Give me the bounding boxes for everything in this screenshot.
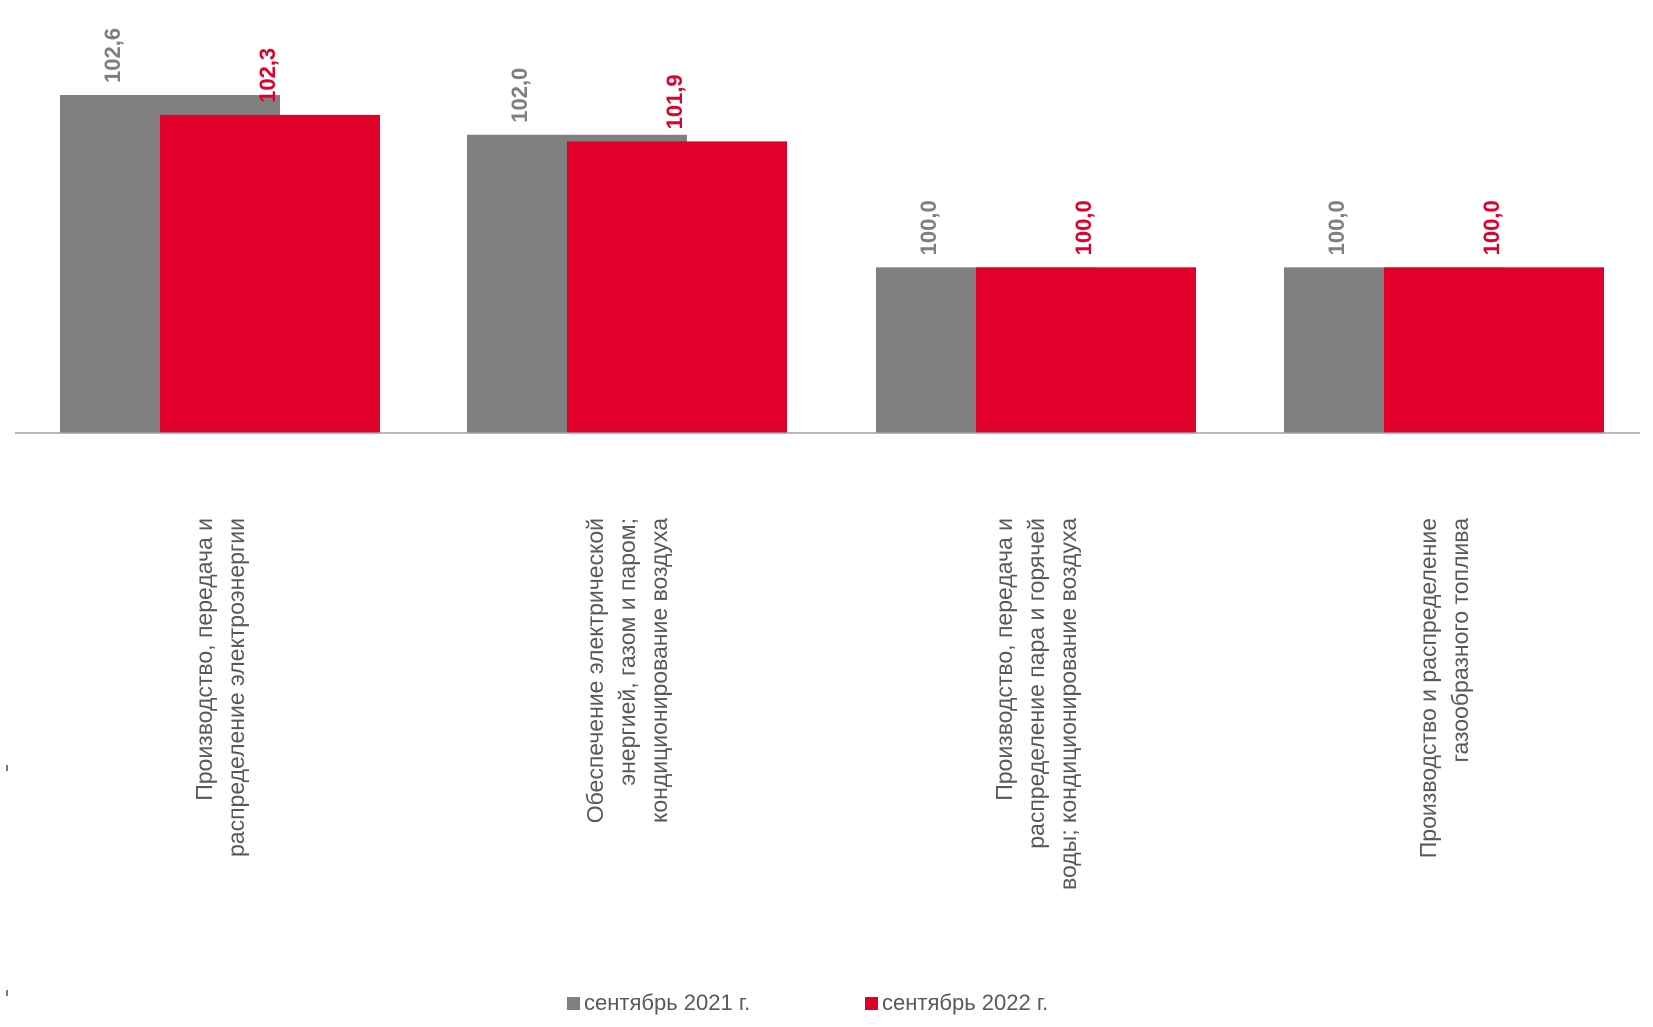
legend-label-2021: сентябрь 2021 г. [584,990,751,1015]
value-label-2022-cat-4: 100,0 [1479,200,1504,255]
category-label-2-line-2: энергией, газом и паром; [614,518,640,786]
category-label-4-line-1: Производство и распределение [1415,518,1441,858]
category-label-4-line-2: газообразного топлива [1447,518,1473,763]
bar-2022-cat-2 [567,141,787,433]
category-label-4: Производство и распределение газообразног… [1415,518,1473,858]
value-label-2021-cat-2: 102,0 [507,68,532,123]
bar-2022-cat-3 [976,267,1196,433]
category-label-3-line-2: распределение пара и горячей [1023,518,1049,849]
bars-layer [60,95,1604,433]
bar-2022-cat-1 [160,114,380,433]
axis-tick-mark [6,765,8,771]
category-label-1-line-1: Производство, передача и [191,518,217,801]
axis-tick-mark [6,990,8,996]
category-label-2-line-1: Обеспечение электрической [582,518,608,823]
category-label-3-line-3: воды; кондиционирование воздуха [1055,518,1081,890]
value-label-2021-cat-4: 100,0 [1324,200,1349,255]
category-label-2-line-3: кондиционирование воздуха [646,518,672,823]
value-label-2022-cat-2: 101,9 [662,74,687,129]
category-label-2: Обеспечение электрической энергией, газом… [582,518,672,823]
legend-swatch-2021 [567,996,580,1010]
legend: сентябрь 2021 г. сентябрь 2022 г. [0,990,1653,1020]
bar-2022-cat-4 [1384,267,1604,433]
legend-swatch-2022 [865,996,878,1010]
value-label-2021-cat-1: 102,6 [100,28,125,83]
category-label-3-line-1: Производство, передача и [991,518,1017,801]
value-label-2021-cat-3: 100,0 [916,200,941,255]
category-label-1-line-2: распределение электроэнергии [223,518,249,857]
data-labels-layer: 102,6 102,3 102,0 101,9 100,0 100,0 100,0 100,0 [100,28,1504,255]
category-labels-layer: Производство, передача и распределение эл… [191,518,1473,890]
category-label-3: Производство, передача и распределение па… [991,518,1081,890]
legend-item-2022: сентябрь 2022 г. [865,990,1048,1016]
value-label-2022-cat-1: 102,3 [255,48,280,103]
legend-item-2021: сентябрь 2021 г. [567,990,750,1016]
legend-label-2022: сентябрь 2022 г. [882,990,1049,1015]
value-label-2022-cat-3: 100,0 [1071,200,1096,255]
category-label-1: Производство, передача и распределение эл… [191,518,249,857]
